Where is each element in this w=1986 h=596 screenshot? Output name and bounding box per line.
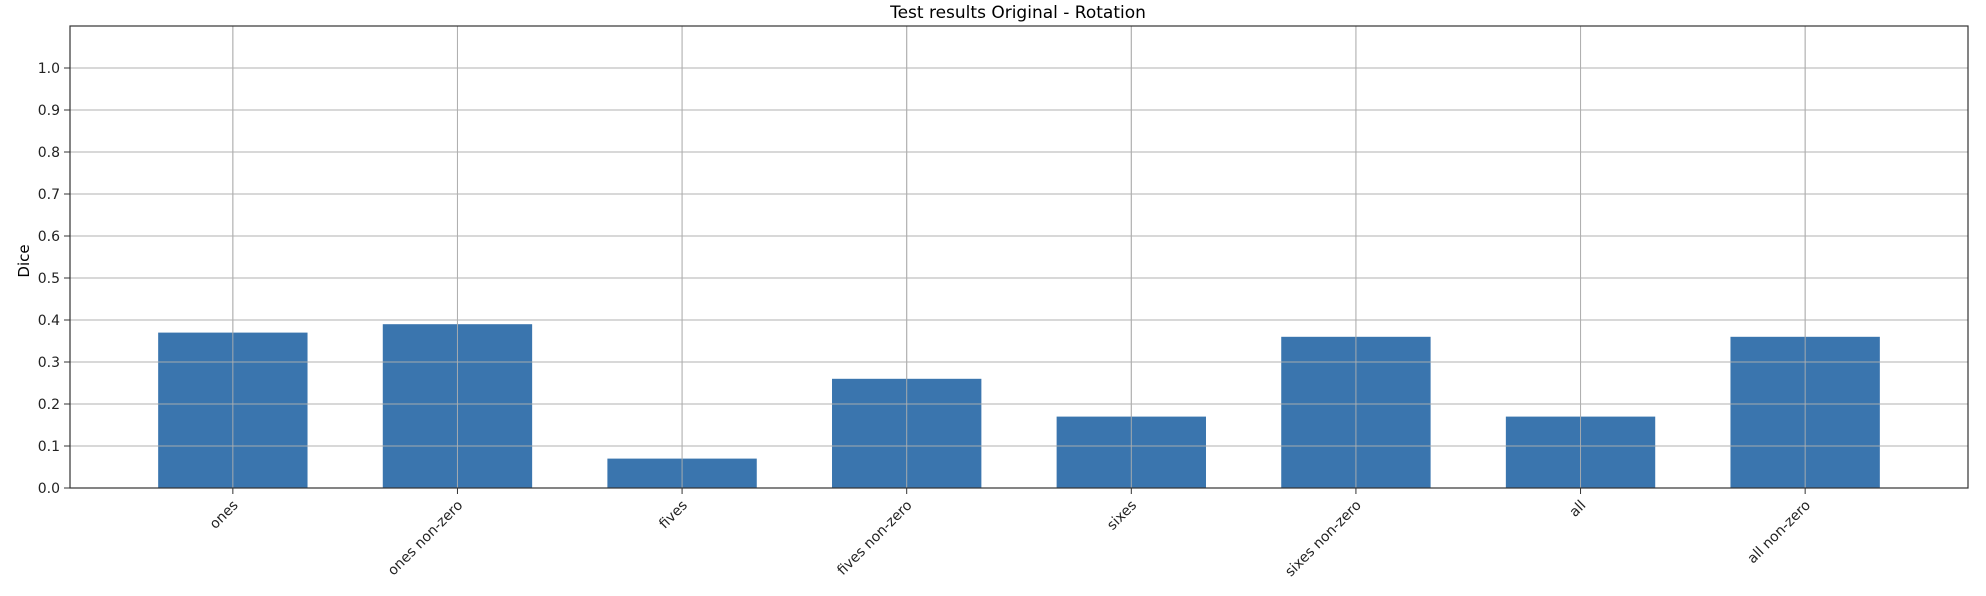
y-tick-label: 0.5 xyxy=(38,271,60,287)
x-tick-label: fives xyxy=(656,498,691,533)
x-axis-ticks: ones ones non-zero fives fives non-zero sixe… xyxy=(207,488,1814,580)
x-tick-label: fives non-zero xyxy=(834,498,915,579)
x-tick-label: sixes xyxy=(1104,498,1140,534)
x-tick-label: sixes non-zero xyxy=(1282,498,1365,581)
y-tick-label: 0.2 xyxy=(38,397,60,413)
y-tick-label: 0.3 xyxy=(38,355,60,371)
y-tick-label: 0.6 xyxy=(38,229,60,245)
x-tick-label: ones non-zero xyxy=(385,498,466,579)
chart-title: Test results Original - Rotation xyxy=(889,3,1146,23)
bars-group xyxy=(70,26,1968,489)
y-tick-label: 0.9 xyxy=(38,103,60,119)
y-axis-ticks: 0.0 0.1 0.2 0.3 0.4 0.5 0.6 0.7 0.8 0.9 1.0 xyxy=(38,61,70,497)
y-axis-label: Dice xyxy=(15,244,33,277)
gridlines xyxy=(70,26,1968,489)
plot-frame xyxy=(69,25,1969,489)
x-tick-label: ones xyxy=(207,498,242,533)
y-tick-label: 1.0 xyxy=(38,61,60,77)
y-tick-label: 0.4 xyxy=(38,313,60,329)
x-tick-label: all xyxy=(1566,498,1589,521)
y-tick-label: 0.0 xyxy=(38,481,60,497)
y-tick-label: 0.8 xyxy=(38,145,60,161)
y-tick-label: 0.7 xyxy=(38,187,60,203)
y-tick-label: 0.1 xyxy=(38,439,60,455)
x-tick-label: all non-zero xyxy=(1745,498,1814,567)
